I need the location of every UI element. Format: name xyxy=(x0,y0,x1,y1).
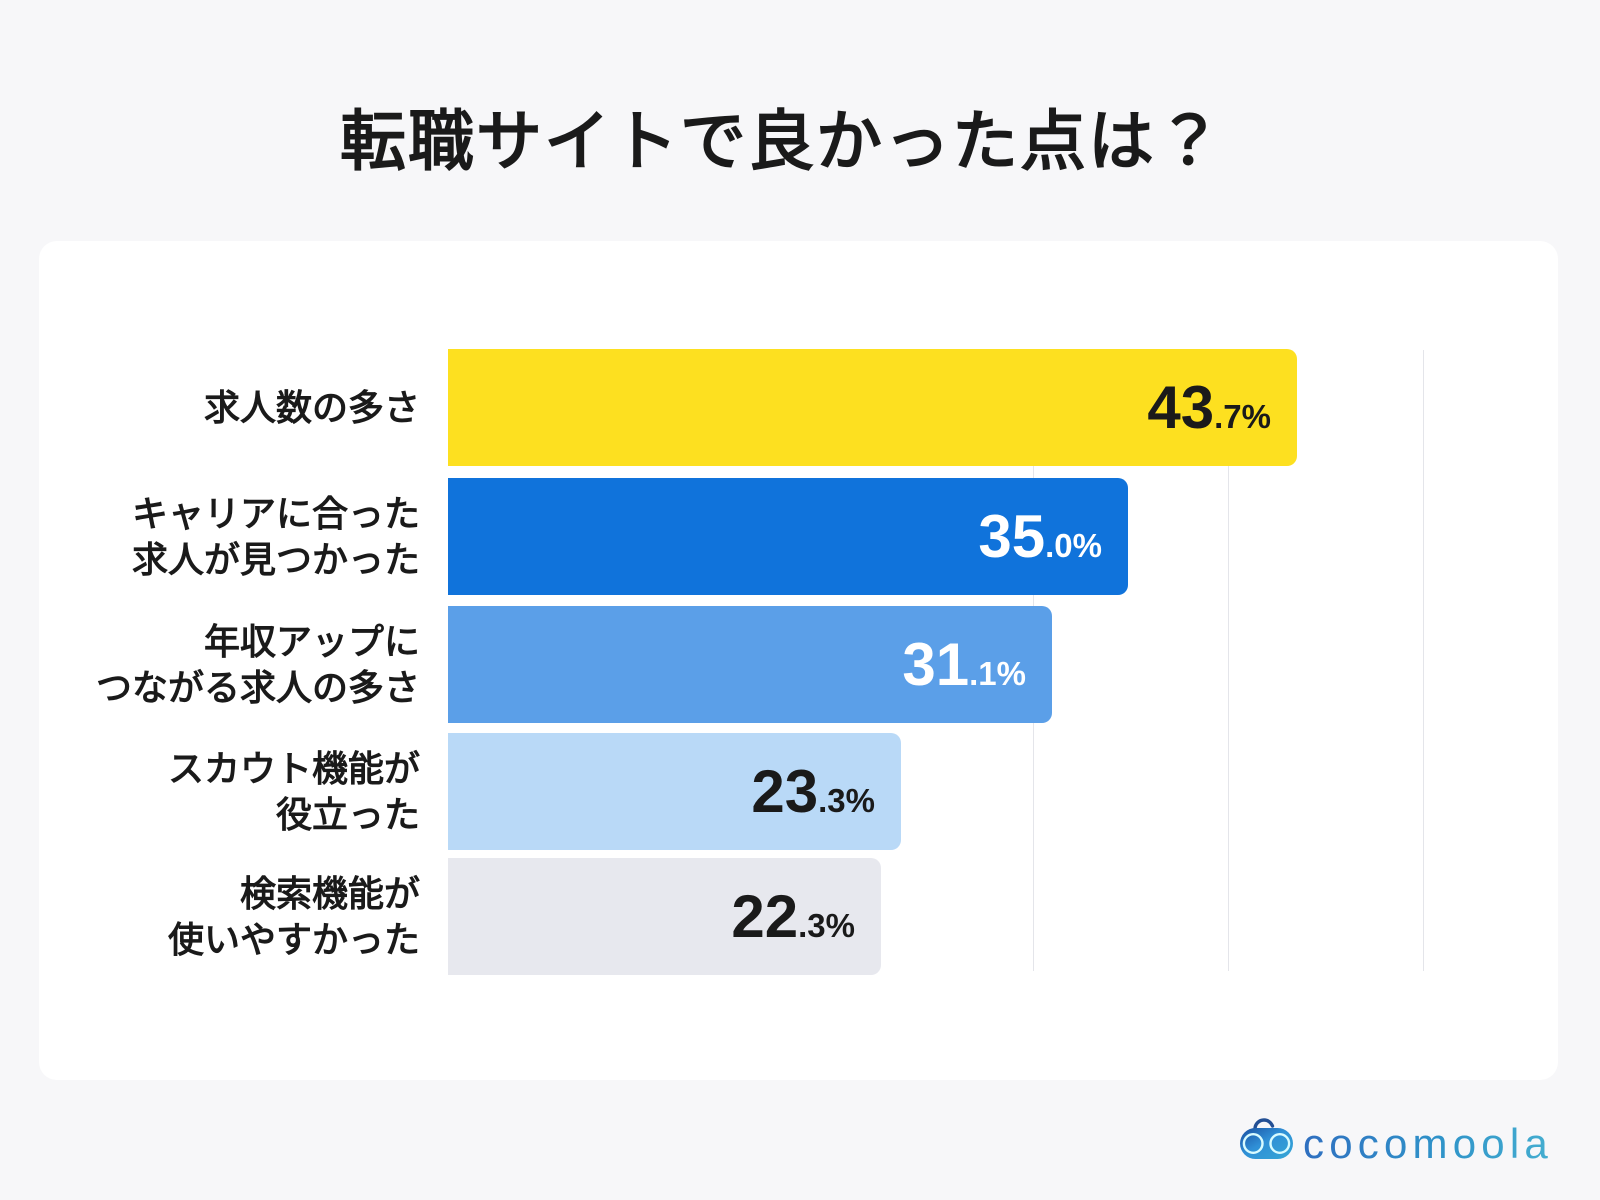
svg-text:cocomoola: cocomoola xyxy=(1303,1120,1553,1167)
